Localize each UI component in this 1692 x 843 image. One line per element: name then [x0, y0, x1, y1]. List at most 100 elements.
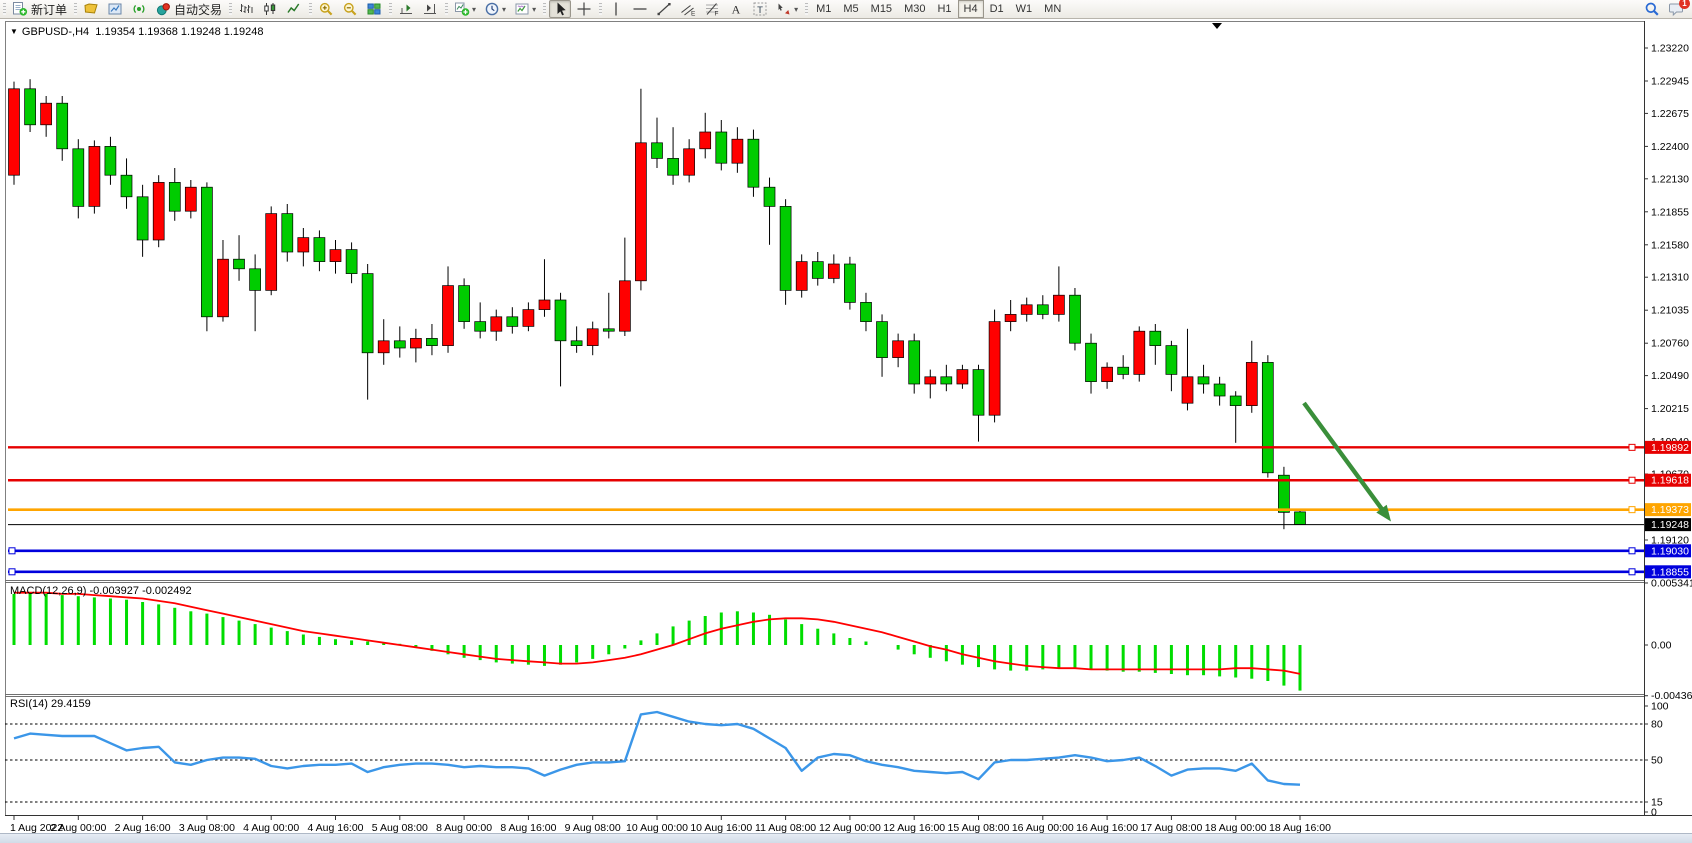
chevron-down-icon[interactable]: ▾ — [794, 4, 799, 14]
annotation-arrow[interactable] — [1302, 401, 1385, 512]
indicators-icon — [454, 1, 470, 17]
time-tick-label: 1 Aug 2022 — [10, 822, 63, 834]
annotation-arrow-head[interactable] — [1376, 504, 1391, 522]
candle — [136, 196, 149, 241]
scroll-position-marker[interactable] — [1212, 23, 1222, 29]
auto-trading-button[interactable]: 自动交易 — [152, 0, 225, 18]
notifications-button[interactable]: 1 — [1665, 0, 1690, 18]
periods-button[interactable]: ▾ — [481, 0, 509, 18]
chart-profile-button[interactable] — [80, 0, 102, 18]
equidistant-channel-button[interactable]: E — [677, 0, 699, 18]
trendline-button[interactable] — [653, 0, 675, 18]
line-handle[interactable] — [1628, 476, 1636, 484]
price-tick-label: 1.21855 — [1651, 206, 1689, 218]
new-order-button[interactable]: 新订单 — [9, 0, 70, 18]
candle — [651, 142, 663, 159]
fibonacci-button[interactable]: F — [701, 0, 723, 18]
crosshair-button[interactable] — [573, 0, 595, 18]
line-chart-button[interactable] — [283, 0, 305, 18]
candle — [474, 321, 487, 332]
price-tick-label: 1.20215 — [1651, 403, 1689, 415]
zoom-out-button[interactable] — [339, 0, 361, 18]
text-button[interactable]: A — [725, 0, 747, 18]
timeframe-m1-button[interactable]: M1 — [816, 3, 832, 15]
candle — [490, 316, 503, 332]
toolbar-grip — [74, 3, 78, 15]
search-button[interactable] — [1641, 0, 1663, 18]
price-tick-label: 1.19120 — [1651, 535, 1689, 547]
timeframe-h4-button[interactable]: H4 — [957, 0, 984, 18]
auto-scroll-button[interactable] — [419, 0, 441, 18]
tile-windows-button[interactable] — [363, 0, 385, 18]
timeframe-mn-button[interactable]: MN — [1044, 3, 1062, 15]
chevron-down-icon[interactable]: ▾ — [502, 4, 507, 14]
price-chart[interactable]: 1.23220 1.22945 1.22675 1.22400 1.22130 1.218… — [0, 19, 1692, 843]
candle — [972, 369, 985, 416]
chart-title: ▼ GBPUSD-,H4 1.19354 1.19368 1.19248 1.19… — [10, 26, 264, 38]
timeframe-m30-button[interactable]: M30 — [904, 3, 926, 15]
chevron-down-icon[interactable]: ▾ — [472, 4, 477, 14]
timeframe-w1-button[interactable]: W1 — [1015, 3, 1033, 15]
hline-icon — [632, 1, 648, 17]
arrows-button[interactable]: ▾ — [773, 0, 801, 18]
line-handle[interactable] — [1628, 443, 1636, 451]
vertical-line-button[interactable] — [605, 0, 627, 18]
candle — [313, 237, 326, 262]
price-tag — [1645, 440, 1691, 454]
auto-trading-button-label: 自动交易 — [174, 2, 223, 17]
price-tick-label: 1.20490 — [1651, 370, 1689, 382]
price-tick-label: 1.22130 — [1651, 173, 1689, 185]
timeframe-h1-button[interactable]: H1 — [937, 3, 952, 15]
svg-text:T: T — [757, 5, 763, 16]
candlestick-series[interactable] — [8, 79, 1306, 530]
macd-series[interactable] — [12, 592, 1302, 691]
signals-button[interactable] — [128, 0, 150, 18]
candle — [763, 186, 776, 207]
candle — [940, 376, 953, 385]
text-label-button[interactable]: T — [749, 0, 771, 18]
cursor-button[interactable] — [549, 0, 572, 18]
indicators-button[interactable]: ▾ — [451, 0, 479, 18]
chart-shift-button[interactable] — [395, 0, 417, 18]
toolbar-grip — [805, 3, 809, 15]
candle — [876, 321, 888, 358]
window-bottom-edge — [0, 833, 1692, 843]
zoom-in-button[interactable] — [315, 0, 337, 18]
candle — [1020, 304, 1033, 315]
candle — [522, 309, 535, 327]
bar-chart-button[interactable] — [235, 0, 257, 18]
timeframe-d1-button[interactable]: D1 — [989, 3, 1004, 15]
candle — [168, 182, 181, 212]
time-tick-label: 4 Aug 16:00 — [307, 822, 363, 834]
macd-tick-label: 0.00 — [1651, 640, 1672, 652]
cursor-icon — [552, 1, 568, 17]
line-handle[interactable] — [1628, 547, 1636, 555]
chart-background[interactable] — [5, 21, 1645, 816]
market-watch-button[interactable] — [104, 0, 126, 18]
bars-icon — [238, 1, 254, 17]
line-handle[interactable] — [8, 547, 16, 555]
toolbar-grip — [599, 3, 603, 15]
new-order-icon — [12, 1, 28, 17]
line-handle[interactable] — [8, 568, 16, 576]
price-tag-label: 1.19373 — [1651, 504, 1689, 516]
horizontal-line-button[interactable] — [629, 0, 651, 18]
line-handle[interactable] — [1628, 568, 1636, 576]
candle — [8, 88, 20, 176]
ohlc-values: 1.19354 1.19368 1.19248 1.19248 — [95, 26, 264, 38]
candle — [184, 186, 197, 212]
macd-signal-line[interactable] — [14, 591, 1301, 675]
timeframe-m15-button[interactable]: M15 — [870, 3, 893, 15]
candle — [152, 182, 165, 241]
chevron-down-icon[interactable]: ▾ — [532, 4, 537, 14]
candlestick-chart-button[interactable] — [259, 0, 281, 18]
price-tag-label: 1.19248 — [1651, 519, 1689, 531]
line-handle[interactable] — [1628, 506, 1636, 514]
price-tick-label: 1.22675 — [1651, 108, 1689, 120]
rsi-line[interactable] — [13, 710, 1301, 786]
chevron-down-icon[interactable]: ▼ — [10, 27, 18, 36]
candle — [40, 102, 52, 126]
timeframe-m5-button[interactable]: M5 — [843, 3, 859, 15]
templates-button[interactable]: ▾ — [511, 0, 539, 18]
